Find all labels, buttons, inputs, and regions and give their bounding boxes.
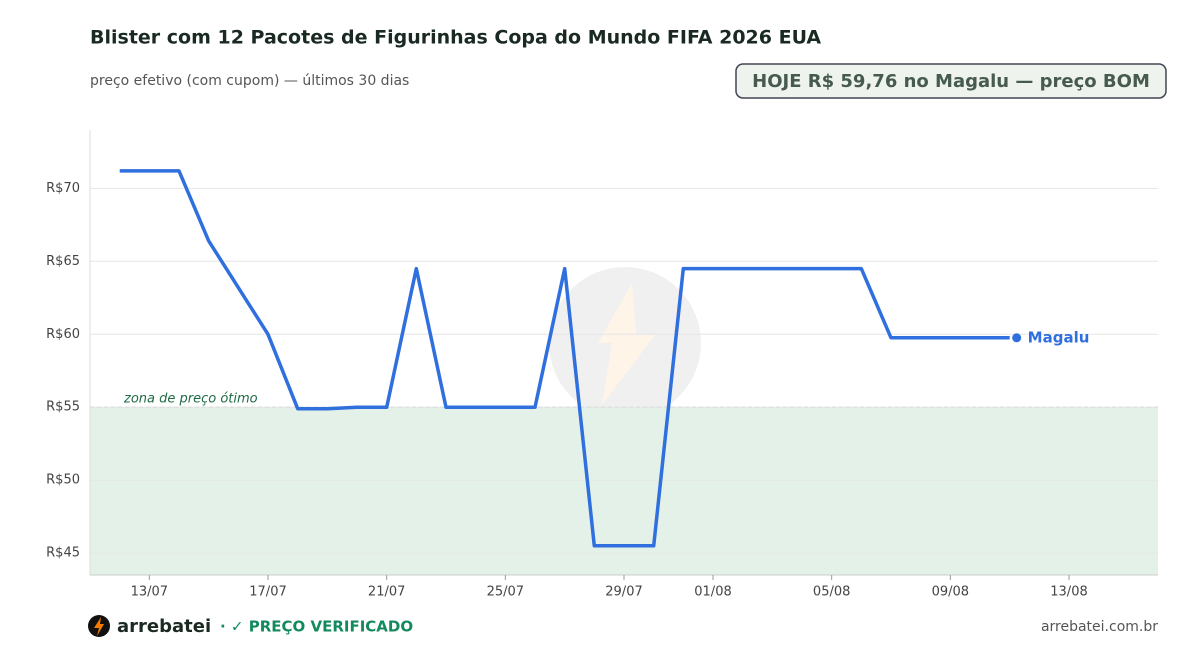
badge-box [735, 63, 1167, 99]
watermark-bolt [598, 283, 655, 405]
series-line [119, 169, 1010, 548]
x-tick-label: 21/07 [368, 585, 405, 600]
y-tick-label: R$50 [46, 473, 80, 488]
legend-label: Magalu [1028, 328, 1090, 346]
site: arrebatei.com.br [1041, 619, 1158, 635]
y-tick-label: R$60 [46, 327, 80, 342]
badge: HOJE R$ 59,76 no Magalu — preço BOM [752, 71, 1150, 92]
x-tick-label: 05/08 [813, 585, 850, 600]
end-dot [1012, 333, 1022, 343]
chart-title: Blister com 12 Pacotes de Figurinhas Cop… [90, 27, 821, 49]
x-tick-label: 13/08 [1050, 585, 1087, 600]
subtitle: preço efetivo (com cupom) — últimos 30 d… [90, 73, 409, 89]
x-tick-label: 09/08 [932, 585, 969, 600]
y-tick-label: R$70 [46, 181, 80, 196]
x-tick-label: 13/07 [131, 585, 168, 600]
x-tick-label: 29/07 [605, 585, 642, 600]
good-zone [90, 407, 1158, 575]
x-tick-label: 01/08 [694, 585, 731, 600]
y-tick-label: R$65 [46, 254, 80, 269]
y-tick-label: R$45 [46, 546, 80, 561]
y-tick-label: R$55 [46, 400, 80, 415]
logo-bolt [94, 617, 104, 636]
verified: · ✓ PREÇO VERIFICADO [220, 618, 413, 636]
x-tick-label: 17/07 [249, 585, 286, 600]
zone-label: zona de preço ótimo [123, 392, 258, 407]
x-tick-label: 25/07 [487, 585, 524, 600]
brand: arrebatei [117, 616, 211, 637]
